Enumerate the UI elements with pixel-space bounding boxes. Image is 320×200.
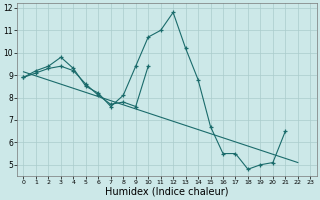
X-axis label: Humidex (Indice chaleur): Humidex (Indice chaleur) [105,187,229,197]
